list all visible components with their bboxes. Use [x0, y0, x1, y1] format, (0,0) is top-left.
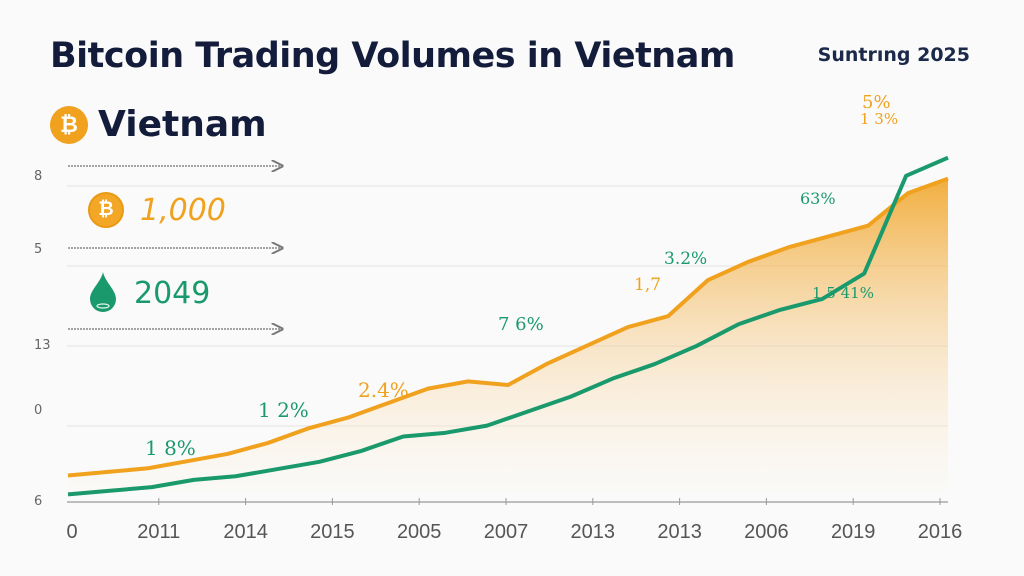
legend-item-bitcoin: ₿ 1,000 [88, 192, 226, 228]
data-annotation: 5% [862, 92, 891, 113]
chart-subtitle: ₿ Vietnam [50, 104, 267, 145]
data-annotation: 1 3% [860, 110, 898, 128]
legend-item-droplet: 2049 [88, 270, 210, 317]
x-tick-label: 2006 [744, 521, 789, 543]
series-line-droplet [67, 155, 949, 497]
data-annotation: 1,7 [634, 275, 661, 295]
subtitle-text: Vietnam [98, 104, 267, 145]
x-tick-label: 2013 [571, 521, 616, 543]
x-tick-label: 2007 [484, 521, 529, 543]
y-tick-label: 8 [34, 169, 42, 184]
bitcoin-icon: ₿ [50, 105, 88, 144]
x-tick-label: 2015 [310, 521, 355, 543]
x-tick-label: 2013 [657, 521, 702, 543]
x-tick-label: 2014 [223, 521, 268, 543]
x-tick-label: 2011 [137, 521, 180, 543]
x-tick-label: 0 [66, 521, 77, 543]
period-label: Suntrıng 2025 [817, 44, 970, 66]
x-tick-label: 2019 [831, 521, 876, 543]
data-annotation: 1 2% [258, 398, 309, 422]
data-annotation: 7 6% [498, 314, 544, 335]
legend-value-droplet: 2049 [134, 276, 211, 311]
data-annotation: 1 8% [145, 436, 196, 460]
x-tick-label: 2005 [397, 521, 442, 543]
y-tick-label: 6 [34, 494, 42, 509]
series-line-bitcoin [67, 176, 949, 478]
x-tick-label: 2016 [918, 521, 963, 543]
y-tick-label: 5 [34, 242, 42, 257]
droplet-icon [88, 270, 118, 317]
legend-value-bitcoin: 1,000 [140, 192, 226, 228]
data-annotation: 1.5 41% [812, 284, 874, 302]
series-area-bitcoin [68, 178, 948, 490]
data-annotation: 63% [800, 189, 836, 208]
data-annotation: 2.4% [358, 378, 409, 402]
bitcoin-coin-icon: ₿ [88, 192, 124, 228]
y-tick-label: 0 [34, 403, 42, 418]
data-annotation: 3.2% [664, 249, 707, 269]
y-tick-label: 13 [34, 338, 51, 353]
chart-title: Bitcoin Trading Volumes in Vietnam [50, 36, 735, 76]
